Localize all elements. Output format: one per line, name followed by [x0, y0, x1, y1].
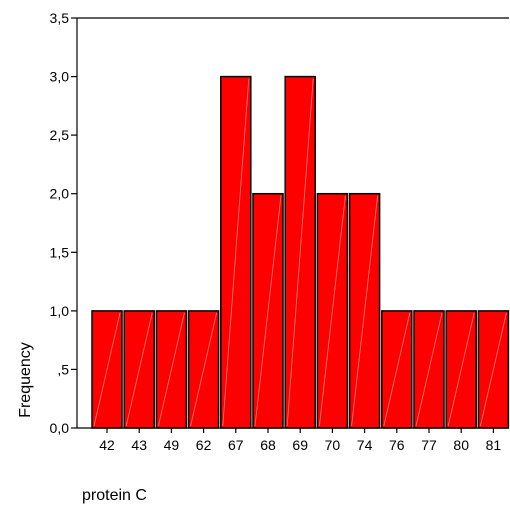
x-tick-label: 80 — [453, 437, 469, 453]
x-tick-label: 67 — [228, 437, 244, 453]
bar — [155, 310, 188, 429]
bar-highlight — [222, 78, 250, 427]
x-tick-label: 62 — [196, 437, 212, 453]
bar — [123, 310, 155, 429]
bar — [477, 310, 510, 429]
y-tick-label: 2,5 — [50, 127, 70, 143]
y-tick-label: ,5 — [57, 361, 69, 377]
bar — [220, 75, 252, 429]
bar-highlight — [383, 312, 411, 427]
y-tick-label: 2,0 — [50, 186, 70, 202]
x-axis-label: protein C — [82, 487, 147, 504]
x-tick-label: 43 — [131, 437, 147, 453]
bars-layer — [91, 75, 510, 429]
bar — [445, 310, 477, 429]
bar-highlight — [125, 312, 153, 427]
bar — [91, 310, 123, 429]
bar-highlight — [93, 312, 121, 427]
ticks-layer: 0,0 ,5 1,0 1,5 2,0 2,5 3,0 3,5 42 43 49 62 67 68 69 70 7… — [50, 10, 502, 453]
bar-highlight — [480, 312, 507, 427]
bar — [187, 310, 220, 429]
x-tick-label: 70 — [325, 437, 341, 453]
bar — [413, 310, 445, 429]
bar-highlight — [190, 312, 217, 427]
x-tick-label: 49 — [164, 437, 180, 453]
bar — [316, 192, 349, 429]
bar — [381, 310, 413, 429]
y-tick-label: 0,0 — [50, 420, 70, 436]
bar — [284, 75, 316, 429]
x-tick-label: 76 — [389, 437, 405, 453]
bar-highlight — [286, 78, 314, 427]
bar — [252, 192, 284, 429]
x-tick-label: 81 — [486, 437, 502, 453]
bar-highlight — [158, 312, 185, 427]
axes-layer — [76, 17, 509, 429]
bar — [348, 192, 381, 429]
bar-highlight — [254, 195, 282, 427]
bar-highlight — [319, 195, 346, 427]
x-tick-label: 68 — [260, 437, 276, 453]
bar-highlight — [351, 195, 378, 427]
y-axis-label: Frequency — [17, 342, 34, 418]
y-tick-label: 3,5 — [50, 10, 70, 26]
y-tick-label: 1,5 — [50, 244, 70, 260]
x-tick-label: 74 — [357, 437, 373, 453]
y-tick-label: 3,0 — [50, 69, 70, 85]
x-tick-label: 77 — [421, 437, 437, 453]
x-tick-label: 69 — [292, 437, 308, 453]
bar-highlight — [447, 312, 475, 427]
bar-highlight — [415, 312, 443, 427]
y-tick-label: 1,0 — [50, 303, 70, 319]
x-tick-label: 42 — [99, 437, 115, 453]
